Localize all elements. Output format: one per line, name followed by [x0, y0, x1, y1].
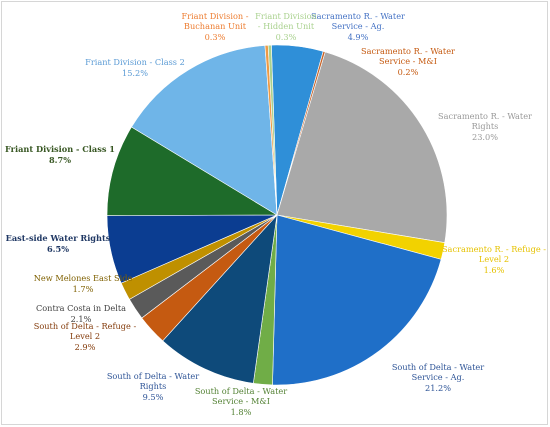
- slice-value-south-of-delta-water-rights: 9.5%: [143, 392, 164, 402]
- slice-value-sacramento-r-refuge-level-2: 1.6%: [484, 265, 505, 275]
- slice-label-contra-costa-in-delta: Contra Costa in Delta 2.1%: [36, 303, 126, 324]
- pie-slice-friant-division-class-1: [106, 126, 279, 216]
- slice-label-friant-division-class-2: Friant Division - Class 2 15.2%: [85, 57, 185, 78]
- slice-value-friant-division-class-2: 15.2%: [122, 68, 148, 78]
- slice-label-new-melones-east-side: New Melones East Side 1.7%: [34, 273, 133, 294]
- slice-label-south-of-delta-refuge-level-2: South of Delta - Refuge -Level 2 2.9%: [34, 321, 137, 352]
- pie-slices: [106, 44, 448, 386]
- slice-label-east-side-water-rights: East-side Water Rights 6.5%: [6, 233, 111, 254]
- slice-label-south-of-delta-water-service-ag: South of Delta - Water Service - Ag. 21.2%: [392, 362, 484, 393]
- slice-value-sacramento-r-water-service-ag: 4.9%: [348, 32, 369, 42]
- slice-value-new-melones-east-side: 1.7%: [73, 284, 94, 294]
- pie-slice-friant-division-hidden-unit: [267, 44, 278, 216]
- slice-value-sacramento-r-water-service-m-i: 0.2%: [398, 67, 419, 77]
- pie-slice-friant-division-class-2: [131, 45, 278, 216]
- slice-label-sacramento-r-water-rights: Sacramento R. - Water Rights 23.0%: [438, 111, 532, 142]
- slice-value-south-of-delta-refuge-level-2: 2.9%: [75, 342, 96, 352]
- slice-value-contra-costa-in-delta: 2.1%: [71, 314, 92, 324]
- slice-value-sacramento-r-water-rights: 23.0%: [472, 132, 498, 142]
- slice-value-south-of-delta-water-service-ag: 21.2%: [425, 383, 451, 393]
- slice-label-sacramento-r-refuge-level-2: Sacramento R. - Refuge -Level 2 1.6%: [442, 244, 546, 275]
- slice-label-friant-division-class-1: Friant Division - Class 1 8.7%: [5, 144, 115, 165]
- slice-label-sacramento-r-water-service-m-i: Sacramento R. - Water Service - M&I 0.2%: [361, 46, 455, 77]
- slice-label-south-of-delta-water-service-m-i: South of Delta - Water Service - M&I 1.8%: [195, 386, 287, 417]
- slice-value-friant-division-hidden-unit: 0.3%: [276, 32, 297, 42]
- slice-value-friant-division-buchanan-unit: 0.3%: [205, 32, 226, 42]
- pie-slice-sacramento-r-water-rights: [276, 51, 448, 243]
- slice-value-east-side-water-rights: 6.5%: [47, 244, 69, 254]
- slice-label-friant-division-buchanan-unit: Friant Division -Buchanan Unit 0.3%: [181, 11, 248, 42]
- pie-labels: Sacramento R. - Water Service - Ag. 4.9% Sa…: [5, 11, 546, 417]
- pie-slice-south-of-delta-water-rights: [162, 214, 278, 384]
- slice-label-friant-division-hidden-unit: Friant Division - Hidden Unit 0.3%: [255, 11, 317, 42]
- slice-label-south-of-delta-water-rights: South of Delta - Water Rights 9.5%: [107, 371, 199, 402]
- slice-label-sacramento-r-water-service-ag: Sacramento R. - Water Service - Ag. 4.9%: [311, 11, 405, 42]
- slice-value-south-of-delta-water-service-m-i: 1.8%: [231, 407, 252, 417]
- slice-value-friant-division-class-1: 8.7%: [49, 155, 71, 165]
- pie-slice-south-of-delta-water-service-ag: [272, 214, 442, 386]
